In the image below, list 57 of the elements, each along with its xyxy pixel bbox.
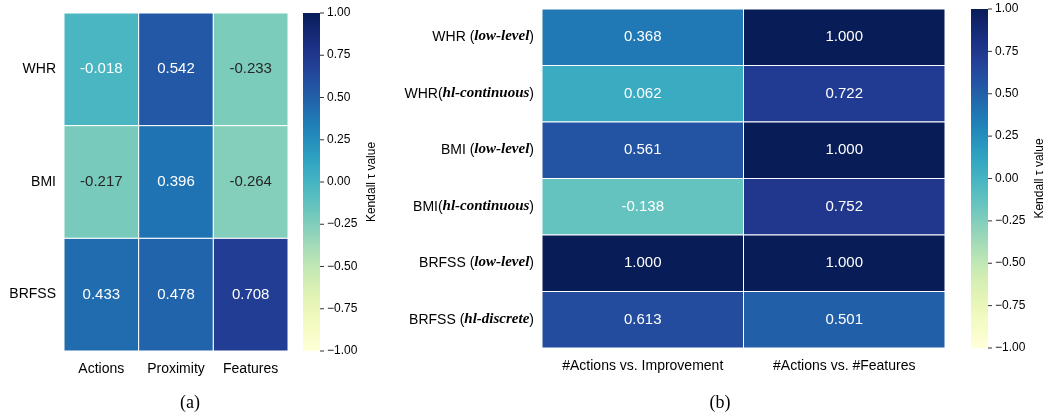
color-bar-label: −0.50	[995, 255, 1026, 270]
color-bar-label: 1.00	[995, 1, 1019, 16]
y-tick-label: WHR (low-level)	[432, 27, 534, 44]
color-bar-label: 0.00	[995, 170, 1019, 185]
data-label: -0.138	[621, 196, 665, 214]
data-label: 1.000	[825, 253, 864, 271]
data-label: 0.062	[623, 83, 662, 101]
y-tick-label: BMI(hl-continuous)	[413, 197, 534, 214]
text: (b)	[709, 392, 731, 413]
data-label: 0.613	[623, 309, 662, 327]
color-bar-label: −0.75	[995, 297, 1026, 312]
color-bar-label: −1.00	[327, 343, 358, 358]
data-label: -0.018	[80, 59, 123, 77]
data-label: 0.561	[623, 140, 662, 158]
text: (a)	[180, 392, 200, 413]
color-bar-label: 0.00	[327, 174, 351, 189]
data-label: 0.478	[157, 284, 195, 302]
data-label: 0.752	[825, 196, 864, 214]
data-label: 1.000	[825, 27, 864, 45]
color-bar-label: 0.75	[995, 43, 1019, 58]
data-label: 0.722	[825, 83, 864, 101]
color-bar-label: 0.25	[995, 128, 1019, 143]
color-bar-label: 0.25	[327, 131, 351, 146]
data-label: -0.264	[229, 171, 272, 189]
y-tick-label: WHR(hl-continuous)	[404, 84, 534, 101]
color-bar-label: −1.00	[995, 340, 1026, 355]
data-label: 1.000	[825, 140, 864, 158]
color-bar-label: 1.00	[327, 5, 351, 20]
data-label: 1.000	[623, 253, 662, 271]
x-tick-label: Features	[223, 360, 279, 376]
x-tick-label: #Actions vs. #Features	[773, 357, 916, 373]
x-tick-label: #Actions vs. Improvement	[562, 357, 724, 373]
data-label: -0.233	[229, 59, 272, 77]
color-bar-title: Kendall τ value	[1032, 138, 1046, 219]
color-bar-label: −0.25	[327, 216, 358, 231]
x-tick-label: Proximity	[147, 360, 205, 376]
data-label: 0.368	[623, 27, 662, 45]
y-tick-label: BMI (low-level)	[440, 140, 534, 157]
color-bar-label: −0.75	[327, 300, 358, 315]
y-tick-label: BRFSS	[9, 285, 56, 302]
color-bar-label: 0.50	[327, 89, 351, 104]
y-tick-label: BRFSS (low-level)	[419, 253, 534, 270]
data-label: 0.501	[825, 309, 864, 327]
color-bar-title: Kendall τ value	[364, 141, 378, 223]
y-tick-label: BRFSS (hl-discrete)	[409, 310, 534, 327]
x-tick-label: Actions	[78, 360, 125, 376]
color-bar-label: 0.75	[327, 47, 351, 62]
data-label: 0.542	[157, 59, 195, 77]
data-label: 0.433	[82, 284, 121, 302]
color-bar-label: −0.25	[995, 213, 1026, 228]
y-tick-label: WHR	[22, 60, 56, 77]
data-label: 0.396	[157, 171, 195, 189]
data-label: -0.217	[80, 171, 123, 189]
color-bar-label: 0.50	[995, 85, 1019, 100]
y-tick-label: BMI	[31, 172, 56, 189]
color-bar-label: −0.50	[327, 258, 358, 273]
data-label: 0.708	[231, 284, 270, 302]
